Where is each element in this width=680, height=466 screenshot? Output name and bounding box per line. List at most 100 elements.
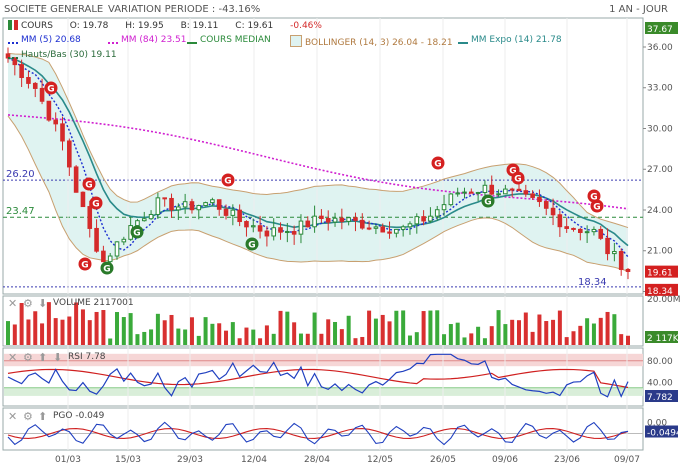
signal-g-red-icon[interactable]: [82, 177, 96, 191]
volume-bar[interactable]: [60, 319, 65, 345]
candle-body[interactable]: [26, 77, 31, 84]
legend-mm84[interactable]: MM (84) 23.51: [108, 35, 187, 45]
gear-icon[interactable]: ⚙: [23, 410, 33, 423]
legend-hautsbas[interactable]: Hauts/Bas (30) 19.11: [8, 50, 117, 60]
volume-bar[interactable]: [360, 336, 365, 345]
candle-body[interactable]: [557, 214, 563, 228]
volume-bar[interactable]: [26, 319, 31, 345]
signal-g-red-icon[interactable]: [587, 189, 601, 203]
volume-bar[interactable]: [94, 311, 99, 345]
volume-bar[interactable]: [108, 338, 113, 345]
candle-body[interactable]: [237, 209, 242, 223]
volume-bar[interactable]: [401, 310, 406, 345]
close-icon[interactable]: ✕: [8, 410, 18, 423]
candle-body[interactable]: [373, 226, 379, 229]
volume-bar[interactable]: [6, 321, 10, 345]
candle-body[interactable]: [5, 53, 11, 59]
volume-bar[interactable]: [394, 310, 399, 345]
volume-bar[interactable]: [237, 338, 242, 345]
volume-bar[interactable]: [387, 321, 392, 345]
volume-bar[interactable]: [101, 310, 106, 345]
candle-body[interactable]: [625, 268, 631, 272]
volume-bar[interactable]: [46, 302, 51, 345]
candle-body[interactable]: [203, 202, 208, 207]
volume-bar[interactable]: [142, 331, 147, 345]
volume-bar[interactable]: [319, 333, 324, 345]
arrow-down-icon[interactable]: ⬇: [38, 297, 48, 310]
candle-body[interactable]: [530, 193, 535, 198]
volume-bar[interactable]: [421, 311, 426, 345]
candle-body[interactable]: [407, 223, 413, 228]
volume-bar[interactable]: [121, 317, 126, 345]
signal-g-red-icon[interactable]: [431, 156, 445, 170]
candle-body[interactable]: [482, 184, 488, 193]
volume-bar[interactable]: [591, 323, 596, 345]
candle-body[interactable]: [94, 227, 99, 252]
volume-bar[interactable]: [619, 334, 624, 345]
volume-bar[interactable]: [537, 314, 542, 345]
candle-body[interactable]: [32, 82, 38, 89]
candle-body[interactable]: [421, 216, 426, 222]
legend-mmexpo[interactable]: MM Expo (14) 21.78: [458, 35, 562, 45]
volume-bar[interactable]: [435, 310, 440, 345]
candle-body[interactable]: [332, 217, 338, 223]
candle-body[interactable]: [196, 205, 202, 211]
volume-bar[interactable]: [428, 310, 433, 345]
candle-body[interactable]: [441, 204, 447, 211]
candle-body[interactable]: [571, 227, 576, 230]
candle-body[interactable]: [257, 225, 263, 232]
volume-bar[interactable]: [571, 331, 576, 345]
candle-body[interactable]: [155, 197, 161, 215]
candle-body[interactable]: [578, 228, 583, 233]
volume-bar[interactable]: [230, 322, 235, 345]
volume-bar[interactable]: [482, 338, 487, 345]
candle-body[interactable]: [550, 207, 556, 216]
candle-body[interactable]: [462, 191, 467, 194]
candle-body[interactable]: [359, 219, 365, 229]
volume-bar[interactable]: [373, 318, 378, 345]
arrow-up-icon[interactable]: ⬆: [38, 351, 48, 364]
candle-body[interactable]: [353, 217, 358, 221]
gear-icon[interactable]: ⚙: [23, 297, 33, 310]
volume-bar[interactable]: [196, 335, 201, 345]
volume-bar[interactable]: [510, 319, 515, 345]
candle-body[interactable]: [305, 220, 311, 228]
candle-body[interactable]: [598, 228, 604, 239]
signal-g-red-icon[interactable]: [590, 199, 604, 213]
signal-g-red-icon[interactable]: [78, 257, 92, 271]
volume-bar[interactable]: [333, 321, 338, 345]
candle-body[interactable]: [537, 196, 542, 203]
volume-bar[interactable]: [251, 329, 256, 345]
volume-bar[interactable]: [339, 329, 344, 345]
gear-icon[interactable]: ⚙: [23, 351, 33, 364]
candle-body[interactable]: [564, 226, 569, 229]
volume-bar[interactable]: [271, 333, 276, 345]
arrow-down-icon[interactable]: ⬇: [53, 351, 63, 364]
close-icon[interactable]: ✕: [8, 351, 18, 364]
candle-body[interactable]: [169, 197, 174, 211]
volume-bar[interactable]: [169, 314, 174, 345]
legend-cours[interactable]: COURS O: 19.78 H: 19.95 B: 19.11 C: 19.6…: [8, 20, 322, 31]
volume-bar[interactable]: [605, 311, 610, 345]
candle-body[interactable]: [496, 193, 501, 196]
volume-bar[interactable]: [598, 317, 603, 345]
signal-g-green-icon[interactable]: [100, 261, 114, 275]
candle-body[interactable]: [455, 192, 460, 195]
volume-bar[interactable]: [12, 324, 17, 345]
candle-body[interactable]: [107, 255, 113, 263]
candle-body[interactable]: [230, 209, 236, 216]
candle-body[interactable]: [523, 190, 529, 195]
signal-g-green-icon[interactable]: [130, 225, 144, 239]
volume-bar[interactable]: [80, 309, 85, 345]
volume-bar[interactable]: [224, 330, 229, 345]
candle-body[interactable]: [291, 231, 297, 235]
candle-body[interactable]: [114, 241, 120, 257]
candle-body[interactable]: [250, 225, 256, 228]
volume-bar[interactable]: [462, 337, 467, 345]
candle-body[interactable]: [414, 216, 420, 225]
volume-bar[interactable]: [585, 318, 590, 345]
candle-body[interactable]: [591, 228, 597, 233]
volume-bar[interactable]: [155, 313, 160, 345]
candle-body[interactable]: [346, 217, 351, 222]
signal-g-red-icon[interactable]: [89, 196, 103, 210]
